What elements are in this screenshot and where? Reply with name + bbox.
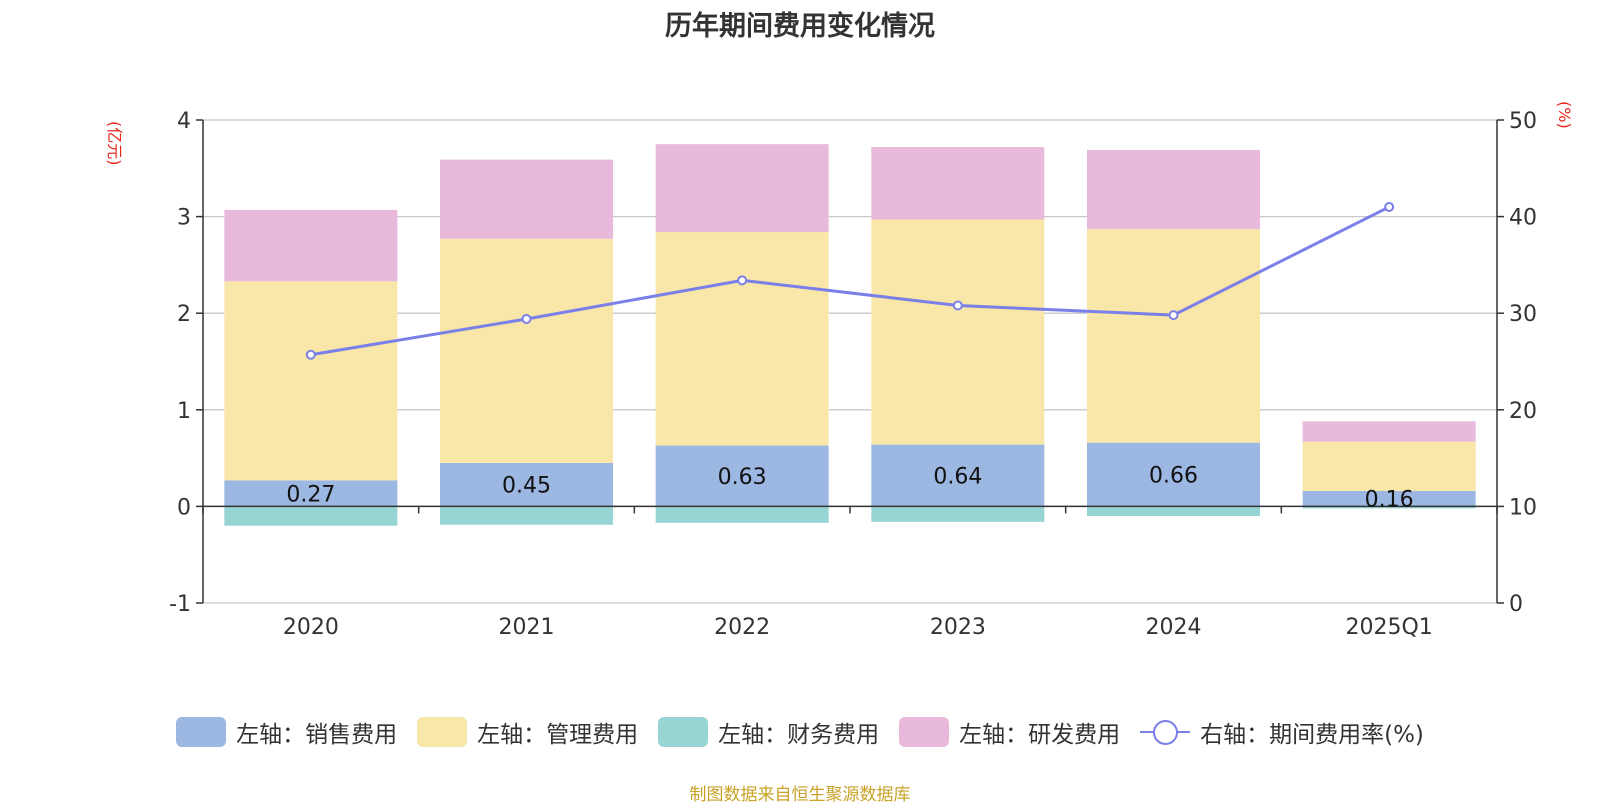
data-label-sales: 0.16 [1365,488,1414,513]
chart-title: 历年期间费用变化情况 [665,11,935,42]
legend-circle-icon [1153,720,1179,745]
right-axis-tick-label: 30 [1509,302,1537,327]
bar-admin [1087,229,1260,443]
data-label-sales: 0.27 [286,482,335,507]
rate-point [1384,201,1395,212]
left-axis-tick-label: 4 [177,109,191,134]
rate-point [305,349,316,360]
bar-sales [1302,490,1476,507]
bar-finance [1087,506,1260,517]
bar-admin [655,232,829,446]
legend-item-rate[interactable]: 右轴：期间费用率(%) [1140,715,1424,749]
x-axis-tick-label: 2021 [499,615,555,640]
legend-item-rnd[interactable]: 左轴：研发费用 [899,715,1120,749]
rate-point [521,313,532,324]
legend-item-finance[interactable]: 左轴：财务费用 [658,715,879,749]
legend-label: 右轴：期间费用率(%) [1200,722,1424,748]
left-axis-tick-label: -1 [169,592,191,617]
bar-rnd [440,159,613,239]
bar-sales [655,445,829,507]
rate-point [1168,310,1179,321]
bar-sales [440,462,613,507]
bar-finance [440,506,613,525]
legend-item-sales[interactable]: 左轴：销售费用 [176,715,397,749]
rate-point [737,275,748,286]
data-label-sales: 0.63 [718,465,767,490]
right-axis-tick-label: 0 [1509,592,1523,617]
legend-label: 左轴：研发费用 [959,722,1121,748]
x-axis-tick-label: 2020 [283,615,339,640]
right-axis-tick-label: 50 [1509,109,1537,134]
bar-finance [871,506,1045,522]
right-axis-tick-label: 10 [1509,495,1537,520]
legend-swatch-admin [417,717,468,747]
data-label-sales: 0.64 [933,464,982,489]
source-note: 制图数据来自恒生聚源数据库 [689,785,911,805]
bar-admin [1302,441,1476,491]
bar-finance [1302,506,1476,509]
bar-finance [655,506,829,523]
legend-item-admin[interactable]: 左轴：管理费用 [417,715,638,749]
data-label-sales: 0.45 [502,474,551,499]
legend-swatch-rnd [899,717,950,747]
x-axis-tick-label: 2023 [930,615,986,640]
bar-rnd [1302,421,1476,442]
legend-swatch-sales [176,717,227,747]
right-axis-tick-label: 40 [1509,206,1537,231]
rate-point [952,300,963,311]
right-axis-tick-label: 20 [1509,399,1537,424]
bar-admin [871,219,1045,445]
bar-rnd [1087,149,1260,230]
x-axis-tick-label: 2022 [714,615,770,640]
bar-finance [224,506,398,526]
legend-swatch-finance [658,717,709,747]
left-axis-tick-label: 0 [177,495,191,520]
left-axis-tick-label: 2 [177,302,191,327]
legend-label: 左轴：财务费用 [718,722,880,748]
legend: 左轴：销售费用 左轴：管理费用 左轴：财务费用 左轴：研发费用 右轴：期间费用率… [0,715,1600,749]
bar-rnd [871,147,1045,220]
left-axis-tick-label: 3 [177,206,191,231]
bar-sales [224,480,398,507]
rate-line [310,205,1390,357]
bar-rnd [224,209,398,282]
bar-rnd [655,144,829,233]
x-axis-tick-label: 2025Q1 [1346,615,1433,640]
bar-sales [1087,442,1260,507]
data-label-sales: 0.66 [1149,464,1198,489]
legend-label: 左轴：销售费用 [236,722,398,748]
bar-admin [440,238,613,463]
bar-sales [871,444,1045,507]
left-axis-tick-label: 1 [177,399,191,424]
bar-admin [224,281,398,481]
legend-swatch-rate [1140,717,1191,747]
x-axis-tick-label: 2024 [1146,615,1202,640]
legend-label: 左轴：管理费用 [477,722,639,748]
